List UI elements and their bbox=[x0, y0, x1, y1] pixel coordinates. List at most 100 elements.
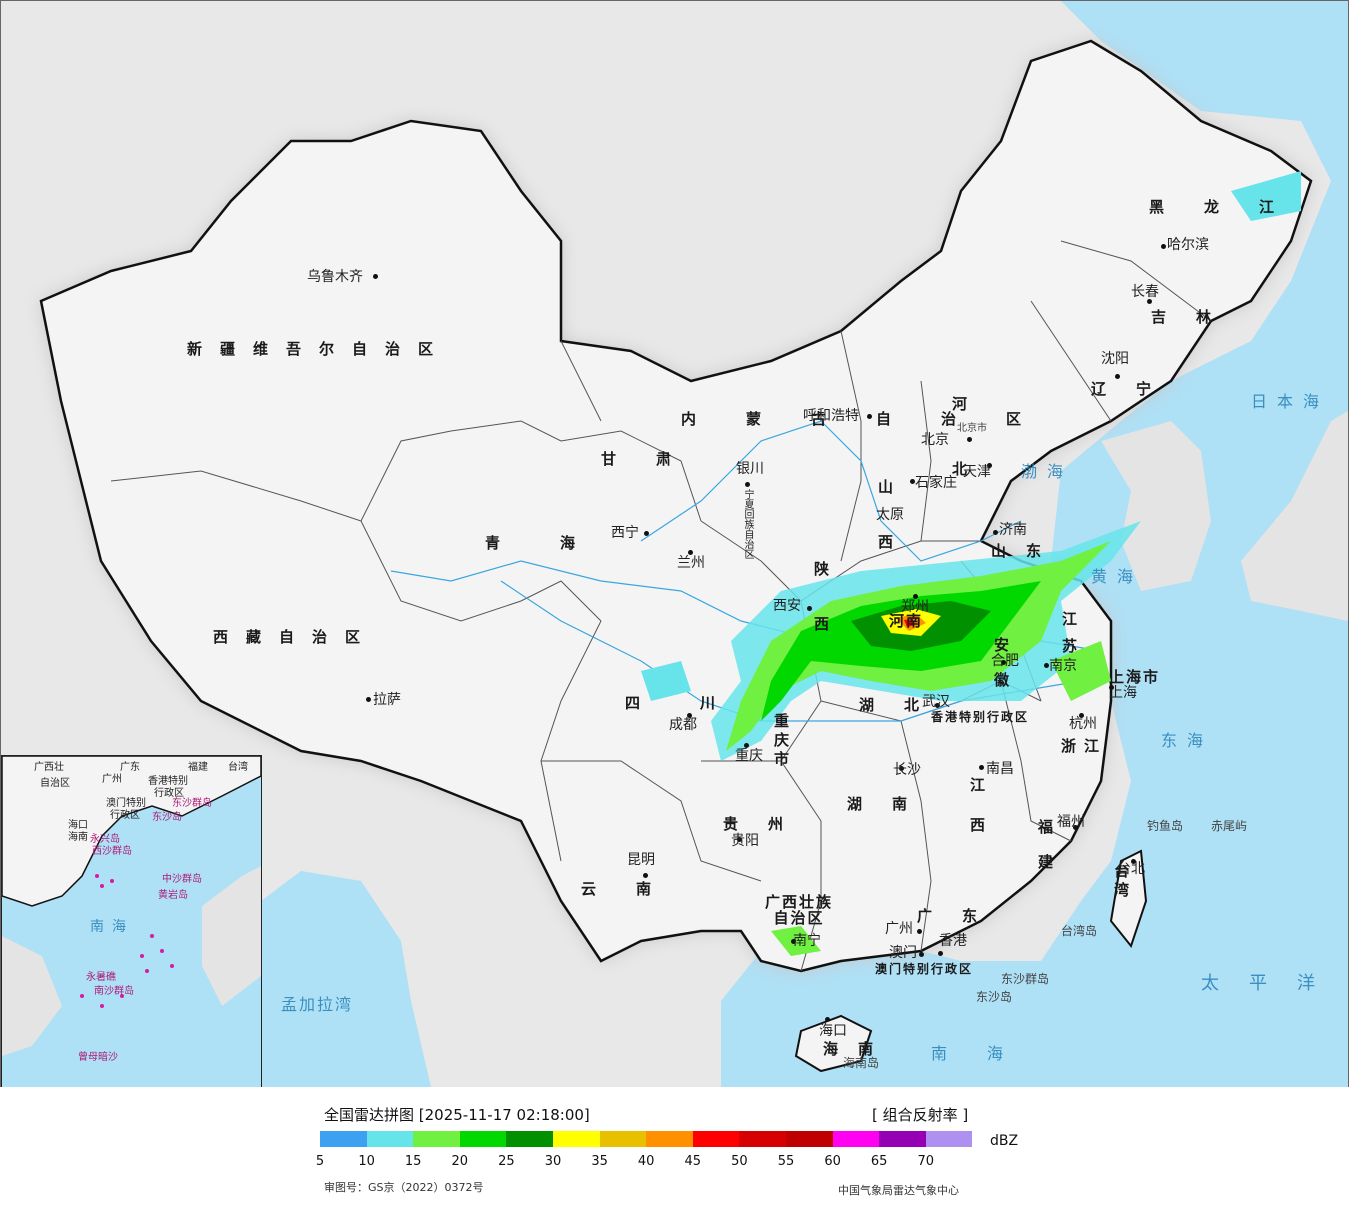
city-shijiazhuang: 石家庄 bbox=[915, 475, 957, 491]
region-xinjiang: 新疆维吾尔自治区 bbox=[187, 340, 452, 358]
color-swatch bbox=[459, 1131, 507, 1147]
region-guangxi: 广西壮族自治区 bbox=[764, 893, 833, 927]
inset-hongkong-sar: 行政区 bbox=[154, 788, 184, 799]
city-dot bbox=[993, 530, 998, 535]
color-swatch bbox=[320, 1131, 367, 1147]
city-dot bbox=[737, 837, 742, 842]
city-dot bbox=[913, 594, 918, 599]
region-hunan: 湖南 bbox=[847, 795, 938, 813]
city-dot bbox=[1115, 374, 1120, 379]
inset-land-sw bbox=[2, 936, 62, 1056]
region-inner-mongolia: 内蒙古自治区 bbox=[681, 410, 1072, 428]
sea-pacific: 太平洋 bbox=[1201, 973, 1345, 994]
city-dot bbox=[1109, 685, 1114, 690]
city-macau: 澳门 bbox=[889, 945, 917, 961]
city-dot bbox=[745, 482, 750, 487]
land-japan bbox=[1241, 411, 1348, 621]
city-dot bbox=[1001, 660, 1006, 665]
legend-tick-label: 60 bbox=[824, 1154, 841, 1169]
city-dot bbox=[1131, 859, 1136, 864]
inset-zengmu: 曾母暗沙 bbox=[78, 1052, 118, 1063]
city-dot bbox=[791, 939, 796, 944]
region-shanxi: 山西 bbox=[876, 479, 894, 589]
city-xian: 西安 bbox=[773, 598, 801, 614]
inset-guangdong: 广东 bbox=[120, 762, 140, 773]
region-taiwan: 台湾 bbox=[1112, 863, 1130, 901]
island-chiwei: 赤尾屿 bbox=[1211, 819, 1248, 833]
land-korea bbox=[1101, 421, 1211, 591]
region-liaoning: 辽宁 bbox=[1091, 380, 1182, 398]
inset-huangyan: 黄岩岛 bbox=[158, 890, 188, 901]
region-hongkong: 香港特别行政区 bbox=[931, 710, 1030, 724]
sea-south-china: 南海 bbox=[931, 1044, 1044, 1063]
map-canvas bbox=[39, 1, 1348, 1087]
city-taipei: 台北 bbox=[1117, 861, 1145, 877]
region-henan: 河南 bbox=[889, 612, 924, 630]
legend-tick-label: 70 bbox=[917, 1154, 935, 1169]
region-shandong: 山东 bbox=[991, 542, 1062, 560]
island-hainan: 海南岛 bbox=[843, 1056, 880, 1070]
south-china-sea-inset: 广西壮 广东 福建 台湾 自治区 广州 澳门特别 行政区 香港特别 行政区 东沙… bbox=[1, 755, 262, 1087]
color-swatch bbox=[366, 1131, 414, 1147]
sea-bohai: 渤海 bbox=[1021, 462, 1074, 481]
region-fujian: 福建 bbox=[1036, 819, 1054, 889]
color-swatch bbox=[506, 1131, 553, 1147]
city-dot bbox=[987, 463, 992, 468]
inset-haikou: 海口 bbox=[68, 820, 88, 831]
city-lanzhou: 兰州 bbox=[677, 555, 705, 571]
sea-east bbox=[721, 1, 1348, 1087]
data-source: 中国气象局雷达气象中心 bbox=[838, 1184, 959, 1197]
inset-land-se bbox=[202, 866, 261, 1006]
city-dot bbox=[935, 703, 940, 708]
legend-tick-label: 65 bbox=[870, 1154, 888, 1169]
city-dot bbox=[910, 479, 915, 484]
region-qinghai: 青海 bbox=[485, 534, 636, 552]
inset-canvas bbox=[2, 756, 261, 1056]
city-dot bbox=[938, 951, 943, 956]
island-diaoyu: 钓鱼岛 bbox=[1147, 819, 1184, 833]
city-dot bbox=[867, 414, 872, 419]
city-dot bbox=[967, 437, 972, 442]
inset-guangxi: 广西壮 bbox=[34, 762, 64, 773]
color-swatch bbox=[785, 1131, 833, 1147]
island-dongsha: 东沙岛 bbox=[976, 990, 1013, 1004]
city-guangzhou: 广州 bbox=[885, 921, 913, 937]
city-dot bbox=[807, 606, 812, 611]
city-jinan: 济南 bbox=[999, 522, 1027, 538]
region-jiangsu: 江苏 bbox=[1060, 611, 1078, 665]
land-taiwan bbox=[1109, 849, 1148, 949]
city-urumqi: 乌鲁木齐 bbox=[307, 269, 363, 285]
city-nanchang: 南昌 bbox=[986, 761, 1014, 777]
city-xining: 西宁 bbox=[611, 525, 639, 541]
sea-east-china: 东海 bbox=[1161, 731, 1214, 750]
color-swatch bbox=[552, 1131, 600, 1147]
city-chengdu: 成都 bbox=[669, 717, 697, 733]
legend-tick-label: 35 bbox=[591, 1154, 608, 1169]
legend-tick-label: 20 bbox=[451, 1154, 469, 1169]
color-swatch bbox=[739, 1131, 786, 1147]
region-heilongjiang: 黑龙江 bbox=[1149, 198, 1315, 216]
city-dot bbox=[688, 550, 693, 555]
region-guangdong: 广东 bbox=[917, 907, 1008, 925]
sea-japan: 日本海 bbox=[1251, 392, 1330, 411]
city-lhasa: 拉萨 bbox=[373, 692, 401, 708]
city-changchun: 长春 bbox=[1131, 284, 1159, 300]
region-anhui: 安徽 bbox=[992, 637, 1010, 707]
city-dot bbox=[825, 1017, 830, 1022]
radar-echoes bbox=[641, 171, 1301, 956]
city-changsha: 长沙 bbox=[893, 762, 921, 778]
inset-zhongsha: 中沙群岛 bbox=[162, 874, 202, 885]
city-dot bbox=[1147, 299, 1152, 304]
city-dot bbox=[1161, 244, 1166, 249]
city-dot bbox=[899, 766, 904, 771]
legend-tick-label: 55 bbox=[777, 1154, 795, 1169]
legend-tick-label: 10 bbox=[358, 1154, 375, 1169]
inset-guangzhou: 广州 bbox=[102, 774, 122, 785]
inset-islands-marks bbox=[80, 874, 174, 1008]
city-dot bbox=[1079, 713, 1084, 718]
island-dongsha-group: 东沙群岛 bbox=[1001, 972, 1050, 986]
city-yinchuan: 银川 bbox=[736, 461, 764, 477]
city-kunming: 昆明 bbox=[627, 852, 655, 868]
region-hubei: 湖北 bbox=[859, 696, 950, 714]
city-guiyang: 贵阳 bbox=[731, 833, 759, 849]
